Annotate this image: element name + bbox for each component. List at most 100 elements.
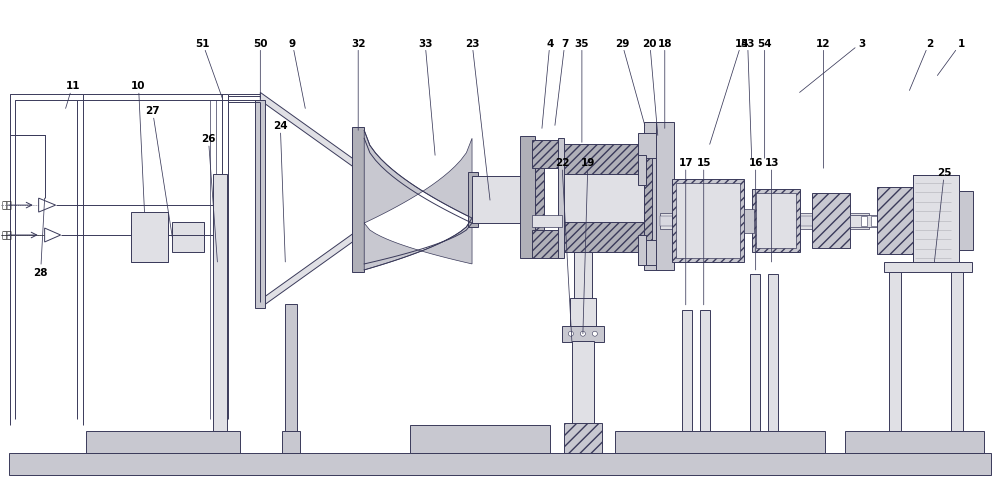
Text: 1: 1 [937,38,965,76]
Text: 14: 14 [710,38,749,145]
Text: 35: 35 [575,38,589,143]
Bar [913,175,959,267]
Bar [410,426,550,454]
Text: 24: 24 [273,121,288,263]
Polygon shape [364,131,472,224]
Bar [570,298,596,328]
Bar [644,137,652,258]
Bar [172,223,204,252]
Text: 28: 28 [33,199,48,277]
Text: 20: 20 [643,38,658,136]
Text: 2: 2 [909,38,933,91]
Bar [750,275,760,432]
Bar [959,191,973,251]
Text: 23: 23 [465,38,490,201]
Bar [676,183,740,259]
Bar [638,134,668,159]
Bar [282,432,300,454]
Bar [656,123,674,270]
Bar [615,432,825,454]
Text: 11: 11 [65,81,80,109]
Circle shape [580,332,585,336]
Bar [660,213,869,229]
Bar [861,216,867,226]
Text: 16: 16 [748,158,763,270]
Bar [744,209,754,233]
Bar [532,215,562,227]
Bar [532,230,562,258]
Bar [638,240,668,265]
Bar [468,173,478,228]
Text: 4: 4 [542,38,554,129]
Bar [522,173,532,228]
Bar [472,177,527,224]
Text: 32: 32 [351,38,365,131]
Bar [682,310,692,432]
Bar [86,432,240,454]
Bar [564,423,602,454]
Circle shape [568,332,573,336]
Bar [520,137,535,258]
Bar [644,123,658,270]
Text: 13: 13 [764,158,779,263]
Text: 54: 54 [757,38,772,159]
Text: 15: 15 [696,158,711,305]
Text: 7: 7 [555,38,569,126]
Polygon shape [45,228,61,242]
Text: 50: 50 [253,38,268,99]
Bar [285,304,297,432]
Bar [352,161,360,240]
Bar [871,216,877,226]
Bar [532,146,544,251]
Text: 3: 3 [800,38,865,93]
Bar [700,310,710,432]
Bar [560,175,648,223]
Bar [889,272,901,432]
Polygon shape [39,199,56,213]
Bar [884,263,972,272]
Bar [638,236,646,265]
Bar [913,175,959,267]
Text: 27: 27 [145,106,172,239]
Bar [660,216,869,226]
Bar [9,454,991,475]
Bar [213,175,227,432]
Text: 29: 29 [615,38,645,126]
Polygon shape [260,232,355,308]
Text: 51: 51 [195,38,222,99]
Bar [352,128,364,272]
Bar [672,180,744,263]
Text: 22: 22 [555,158,572,342]
Text: 33: 33 [418,38,435,156]
Bar [255,101,265,308]
Text: 26: 26 [201,134,217,263]
Text: 9: 9 [289,38,305,109]
Bar [877,187,913,255]
Bar [812,193,850,249]
Bar [850,215,877,227]
Circle shape [592,332,597,336]
Bar [756,193,796,249]
Bar [562,326,604,342]
Polygon shape [364,218,472,270]
Bar [951,272,963,432]
Text: 25: 25 [934,168,952,263]
Text: 53: 53 [740,38,755,159]
Text: 来流: 来流 [2,231,12,240]
Bar [572,341,594,425]
Bar [131,213,168,263]
Bar [560,145,648,175]
Text: 19: 19 [581,158,595,334]
Bar [560,223,648,252]
Bar [574,252,592,302]
Text: 来流: 来流 [2,201,12,210]
Bar [532,141,562,169]
Bar [752,189,800,253]
Text: 10: 10 [131,81,146,213]
Bar [845,432,984,454]
Text: 17: 17 [678,158,693,305]
Bar [768,275,778,432]
Text: 12: 12 [816,38,831,169]
Bar [638,156,646,186]
Text: 18: 18 [658,38,672,129]
